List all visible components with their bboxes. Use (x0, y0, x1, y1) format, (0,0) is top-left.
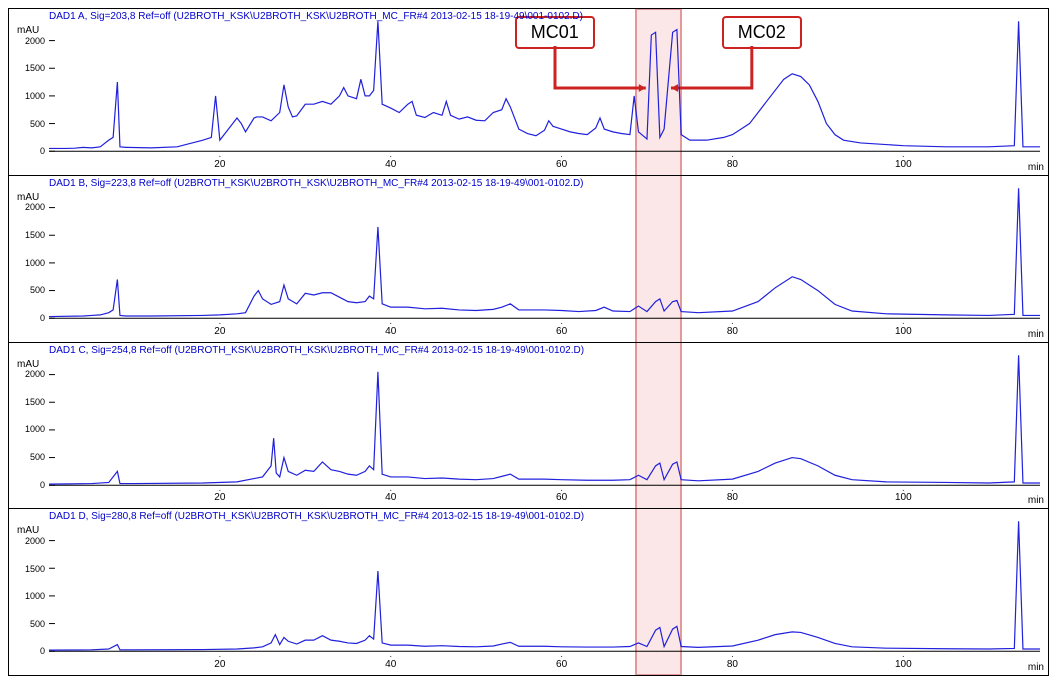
panel-title-D: DAD1 D, Sig=280,8 Ref=off (U2BROTH_KSK\U… (49, 511, 584, 522)
chromatogram-panel-D: DAD1 D, Sig=280,8 Ref=off (U2BROTH_KSK\U… (8, 508, 1049, 676)
chromatogram-panel-B: DAD1 B, Sig=223,8 Ref=off (U2BROTH_KSK\U… (8, 175, 1049, 343)
y-tick: 500 (30, 452, 45, 462)
plot-area-C: 050010001500200020406080100 (49, 358, 1040, 491)
x-tick: 60 (556, 492, 567, 503)
plot-area-D: 050010001500200020406080100 (49, 524, 1040, 657)
y-tick: 500 (30, 119, 45, 129)
y-axis-label: mAU (17, 525, 39, 536)
plot-area-A: 050010001500200020406080100 (49, 24, 1040, 157)
y-axis-label: mAU (17, 359, 39, 370)
y-tick: 2000 (25, 36, 45, 46)
panel-title-B: DAD1 B, Sig=223,8 Ref=off (U2BROTH_KSK\U… (49, 178, 584, 189)
y-tick: 2000 (25, 536, 45, 546)
x-axis-label: min (1028, 329, 1044, 340)
y-tick: 1500 (25, 397, 45, 407)
chromatogram-panel-A: DAD1 A, Sig=203,8 Ref=off (U2BROTH_KSK\U… (8, 8, 1049, 176)
chromatogram-panels: MC01 MC02 DAD1 A, Sig=203,8 Ref=off (U2B… (8, 8, 1049, 676)
y-tick: 2000 (25, 369, 45, 379)
plot-area-B: 050010001500200020406080100 (49, 191, 1040, 324)
chromatogram-trace-C (49, 355, 1040, 484)
y-tick: 1500 (25, 63, 45, 73)
x-tick: 80 (727, 159, 738, 170)
chromatogram-trace-D (49, 521, 1040, 650)
x-tick: 60 (556, 326, 567, 337)
x-tick: 20 (214, 326, 225, 337)
y-tick: 0 (40, 146, 45, 156)
x-tick: 40 (385, 159, 396, 170)
y-tick: 1000 (25, 91, 45, 101)
y-tick: 0 (40, 480, 45, 490)
y-tick: 1000 (25, 424, 45, 434)
x-tick: 100 (895, 326, 912, 337)
y-tick: 1000 (25, 258, 45, 268)
y-tick: 0 (40, 313, 45, 323)
y-tick: 500 (30, 619, 45, 629)
x-tick: 40 (385, 659, 396, 670)
y-tick: 2000 (25, 202, 45, 212)
x-tick: 80 (727, 492, 738, 503)
y-axis-label: mAU (17, 192, 39, 203)
chromatogram-trace-A (49, 21, 1040, 148)
x-tick: 20 (214, 492, 225, 503)
x-tick: 80 (727, 659, 738, 670)
x-tick: 80 (727, 326, 738, 337)
x-tick: 100 (895, 659, 912, 670)
y-axis-label: mAU (17, 25, 39, 36)
x-tick: 40 (385, 326, 396, 337)
x-axis-label: min (1028, 162, 1044, 173)
x-tick: 60 (556, 659, 567, 670)
x-tick: 20 (214, 659, 225, 670)
x-axis-label: min (1028, 495, 1044, 506)
x-tick: 100 (895, 492, 912, 503)
chromatogram-panel-C: DAD1 C, Sig=254,8 Ref=off (U2BROTH_KSK\U… (8, 342, 1049, 510)
x-tick: 20 (214, 159, 225, 170)
x-tick: 40 (385, 492, 396, 503)
x-tick: 60 (556, 159, 567, 170)
y-tick: 1500 (25, 564, 45, 574)
y-tick: 500 (30, 285, 45, 295)
y-tick: 1500 (25, 230, 45, 240)
y-tick: 0 (40, 646, 45, 656)
y-tick: 1000 (25, 591, 45, 601)
panel-title-C: DAD1 C, Sig=254,8 Ref=off (U2BROTH_KSK\U… (49, 345, 584, 356)
panel-title-A: DAD1 A, Sig=203,8 Ref=off (U2BROTH_KSK\U… (49, 11, 583, 22)
chromatogram-trace-B (49, 188, 1040, 316)
x-tick: 100 (895, 159, 912, 170)
x-axis-label: min (1028, 662, 1044, 673)
